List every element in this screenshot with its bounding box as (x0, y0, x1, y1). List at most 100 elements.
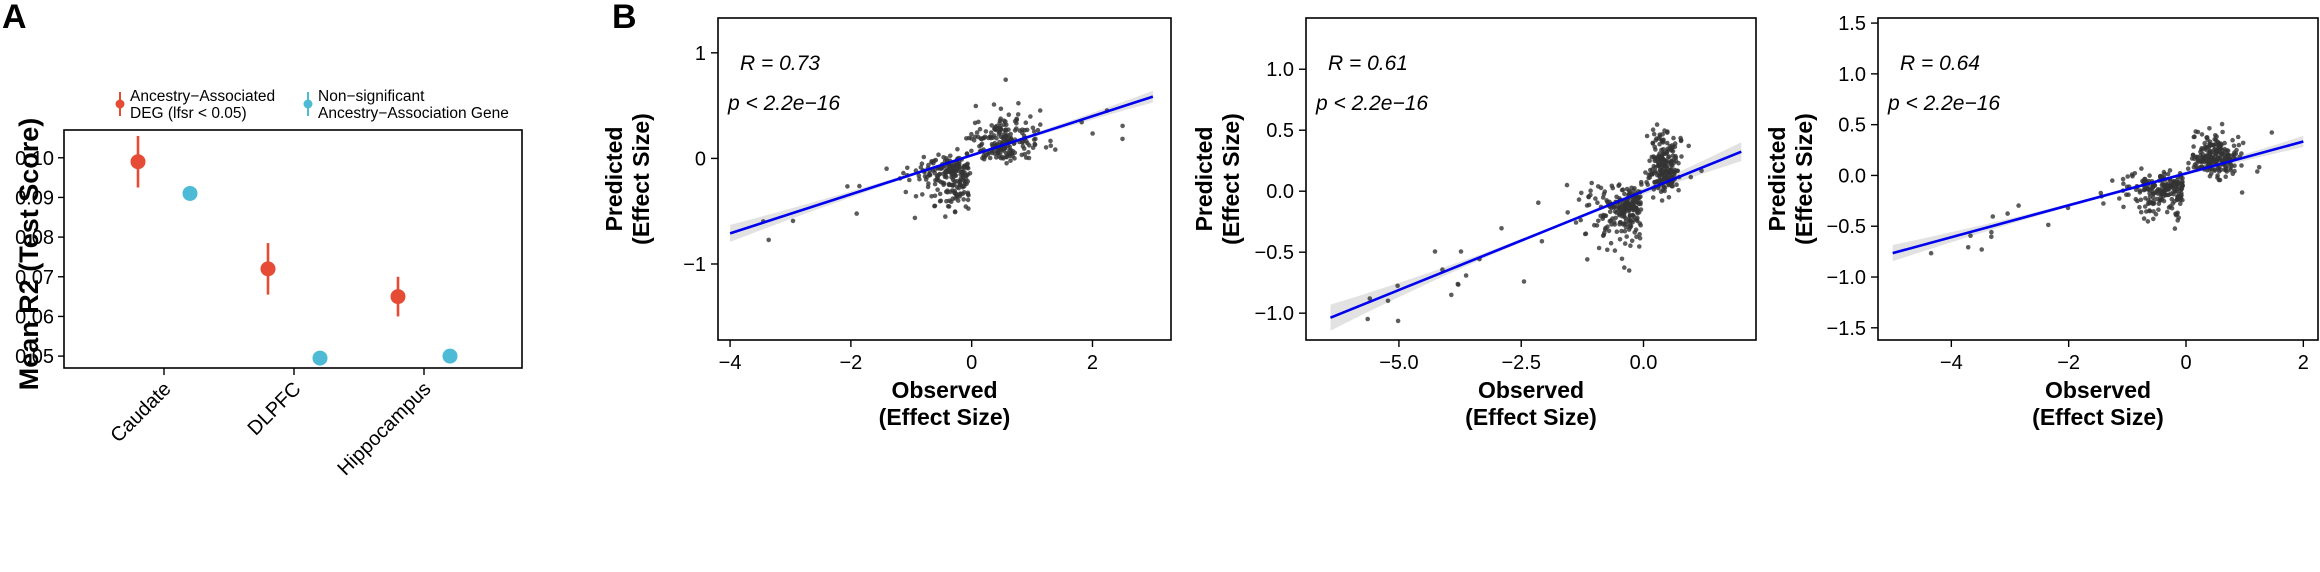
scatter-point (921, 154, 927, 160)
scatter-point (1623, 202, 1629, 207)
scatter-point (1603, 213, 1609, 219)
scatter-point (1650, 195, 1656, 200)
scatter-point (2239, 190, 2245, 195)
y-tick-label: −1.0 (1255, 303, 1294, 325)
plot-frame (63, 129, 523, 369)
scatter-point (1628, 243, 1633, 248)
scatter-point (1573, 220, 1579, 225)
scatter-point (1622, 228, 1628, 234)
scatter-point (949, 168, 954, 174)
scatter-point (1990, 214, 1996, 219)
scatter-point (1631, 188, 1636, 193)
scatter-point (2219, 121, 2225, 127)
scatter-point (1619, 256, 1625, 262)
scatter-point (2207, 148, 2213, 154)
scatter-point (1699, 168, 1704, 174)
scatter-point (1608, 240, 1614, 246)
scatter-point (1565, 210, 1570, 215)
scatter-point (1654, 122, 1660, 127)
scatter-point (1627, 225, 1633, 230)
y-tick-label: 0.09 (15, 187, 54, 209)
scatter-point (987, 155, 993, 161)
scatter-point (1003, 133, 1009, 139)
scatter-point (946, 204, 952, 209)
scatter-point (1688, 174, 1694, 180)
scatter-point (955, 146, 960, 152)
legend-label: DEG (lfsr < 0.05) (130, 105, 247, 122)
y-tick-label: 0.0 (1266, 181, 1294, 203)
scatter-point (1595, 184, 1601, 189)
scatter-point (2180, 179, 2185, 184)
scatter-point (919, 161, 925, 166)
scatter-point (946, 182, 952, 188)
y-tick-label: 0.06 (15, 306, 54, 328)
scatter-point (2138, 197, 2144, 203)
panel-label-b: B (612, 0, 637, 36)
scatter-point (2139, 166, 2144, 171)
scatter-point (2165, 171, 2171, 177)
scatter-point (1648, 167, 1653, 173)
x-tick-label: Hippocampus (334, 378, 436, 480)
x-tick-label: −5.0 (1379, 352, 1418, 374)
scatter-point (1012, 156, 1017, 161)
x-tick-label: −4 (719, 352, 742, 374)
scatter-point (1605, 247, 1610, 253)
scatter-point (2165, 181, 2171, 186)
scatter-point (2228, 168, 2233, 173)
scatter-point (1458, 249, 1464, 254)
scatter-point (923, 177, 929, 182)
scatter-point (934, 177, 940, 182)
scatter-point (1607, 209, 1613, 215)
scatter-point (1585, 257, 1590, 262)
y-tick-label: 0.5 (1838, 115, 1866, 137)
scatter-point (969, 136, 974, 141)
scatter-point (2135, 198, 2140, 204)
scatter-point (1637, 236, 1643, 241)
scatter-point (944, 156, 949, 161)
scatter-point (961, 183, 967, 189)
scatter-point (2178, 194, 2184, 200)
scatter-point (1666, 154, 1672, 159)
scatter-point (1023, 155, 1029, 160)
scatter-point (1679, 154, 1684, 159)
scatter-point (1037, 108, 1043, 113)
scatter-point (913, 194, 919, 199)
scatter-point (845, 184, 850, 189)
scatter-point (1617, 237, 1623, 242)
scatter-point (2240, 140, 2246, 146)
y-axis-label: (Effect Size) (1218, 113, 1244, 245)
y-tick-label: 0.5 (1266, 120, 1294, 142)
scatter-points (1928, 121, 2275, 256)
scatter-point (945, 190, 950, 195)
scatter-point (854, 211, 859, 216)
y-tick-label: 1 (695, 43, 706, 65)
plot-frame (717, 17, 1172, 341)
scatter-point (1673, 155, 1679, 161)
scatter-point (941, 181, 947, 186)
scatter-point (917, 176, 922, 182)
scatter-point (2191, 164, 2197, 170)
scatter-point (998, 155, 1004, 161)
scatter-point (965, 190, 971, 196)
scatter-point (1665, 146, 1670, 152)
scatter-point (994, 136, 999, 141)
scatter-point (983, 153, 989, 158)
legend-marker (303, 99, 313, 109)
scatter-point (2120, 176, 2126, 182)
scatter-point (1582, 231, 1588, 237)
scatter-point (1928, 250, 1934, 256)
scatter-point (1635, 207, 1640, 212)
scatter-point (2194, 161, 2199, 166)
scatter-point (932, 203, 938, 209)
scatter-point (2171, 189, 2176, 195)
plot-frame (1877, 17, 2319, 341)
scatter-point (1652, 155, 1658, 160)
y-axis-label: Predicted (1764, 127, 1790, 232)
scatter-point (2191, 144, 2196, 149)
scatter-point (2046, 222, 2051, 228)
scatter-point (1635, 211, 1640, 216)
scatter-point (947, 198, 952, 204)
scatter-point (903, 189, 909, 195)
scatter-point (2204, 153, 2209, 158)
